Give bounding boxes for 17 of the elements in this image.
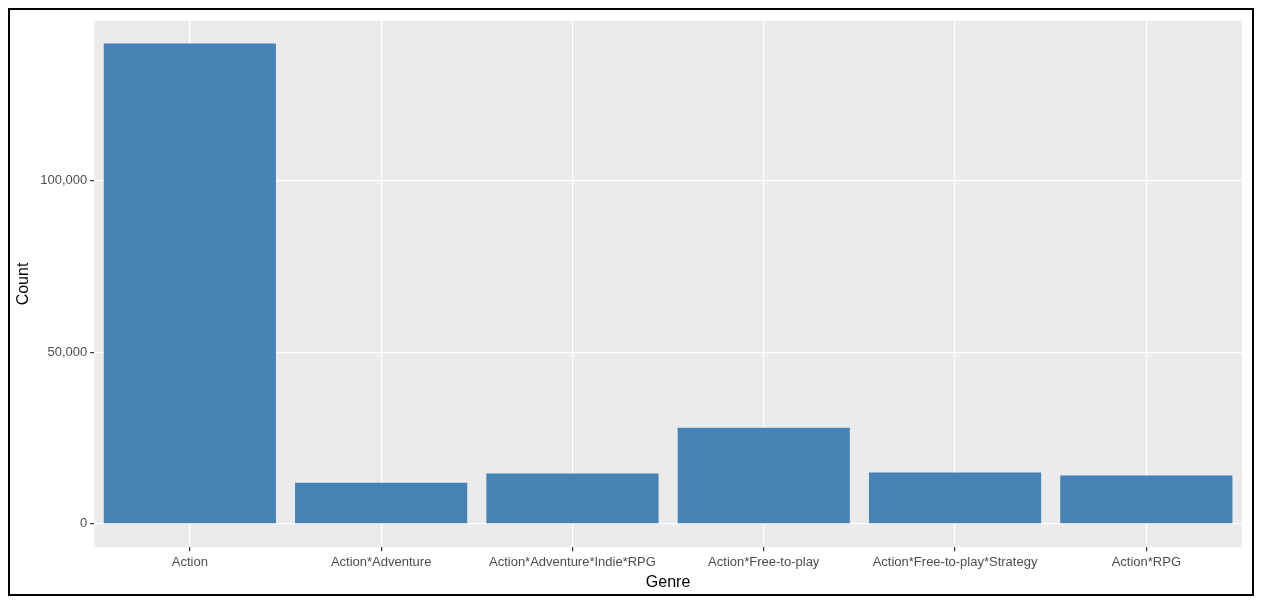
bar	[103, 43, 276, 524]
bar	[677, 427, 850, 524]
x-tick-label: Action*Adventure	[330, 553, 432, 569]
y-tick-label: 100,000	[40, 172, 88, 188]
x-tick-label: Action*Adventure*Indie*RPG	[488, 553, 656, 569]
y-axis-title: Count	[14, 262, 32, 306]
x-tick-label: Action*Free-to-play	[708, 553, 820, 569]
x-tick-label: Action	[171, 553, 208, 569]
bar	[868, 472, 1042, 524]
bar	[486, 473, 659, 524]
y-tick-label: 50,000	[47, 343, 88, 359]
bar	[1060, 475, 1233, 524]
bar	[295, 482, 468, 524]
x-axis-title: Genre	[645, 572, 691, 590]
x-tick-label: Action*Free-to-play*Strategy	[872, 553, 1038, 569]
x-tick-label: Action*RPG	[1111, 553, 1182, 569]
y-tick-label: 0	[79, 515, 88, 531]
